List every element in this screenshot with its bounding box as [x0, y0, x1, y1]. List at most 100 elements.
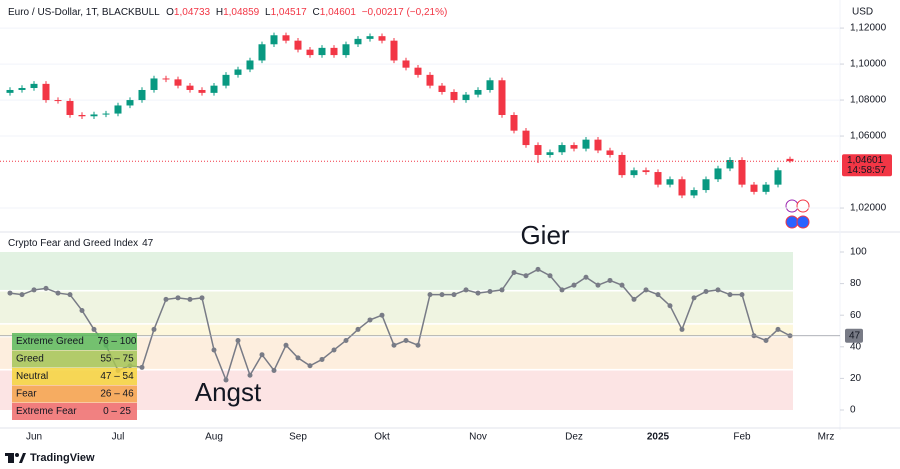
candle-body: [30, 83, 38, 89]
legend-name: Extreme Greed: [16, 336, 84, 347]
y-tick-label: 100: [850, 247, 867, 258]
candle-body: [138, 89, 146, 101]
index-point: [139, 364, 145, 370]
index-point: [631, 296, 637, 302]
candle-body: [690, 190, 698, 196]
index-point: [739, 292, 745, 298]
candle-body: [702, 179, 710, 191]
index-point: [319, 356, 325, 362]
y-tick-label: 40: [850, 341, 862, 352]
x-tick-label: Jun: [26, 432, 42, 443]
index-point: [31, 287, 37, 293]
index-point: [271, 368, 277, 373]
index-point: [355, 326, 361, 332]
candle-body: [126, 100, 134, 106]
index-point: [151, 326, 157, 332]
candle-body: [258, 44, 266, 61]
symbol: Euro / US-Dollar, 1T, BLACKBULL: [8, 7, 160, 18]
indicator-title: Crypto Fear and Greed Index 47: [8, 238, 154, 249]
candle-body: [738, 159, 746, 185]
y-tick-label: 60: [850, 310, 862, 321]
candle-body: [774, 170, 782, 185]
candle-body: [162, 78, 170, 80]
candle-body: [594, 139, 602, 151]
index-point: [343, 337, 349, 343]
icon: [796, 199, 810, 213]
candle-body: [414, 67, 422, 75]
ohlc-value: 1,04733: [174, 7, 211, 18]
index-point: [595, 282, 601, 288]
x-tick-label: 2025: [647, 432, 670, 443]
index-point: [91, 326, 97, 332]
candle-body: [6, 89, 14, 93]
index-point: [307, 363, 313, 369]
index-point: [331, 347, 337, 353]
index-point: [367, 317, 373, 323]
index-point: [403, 337, 409, 343]
x-tick-label: Mrz: [818, 432, 835, 443]
index-point: [499, 287, 505, 293]
x-tick-label: Dez: [565, 432, 583, 443]
index-point: [475, 290, 481, 296]
index-point: [571, 282, 577, 288]
candle-body: [546, 152, 554, 155]
legend-range: 47 – 54: [100, 371, 134, 382]
candle-body: [42, 83, 50, 101]
index-point: [439, 292, 445, 298]
candle-body: [642, 170, 650, 173]
ohlc-key: L: [265, 7, 271, 18]
index-point: [763, 337, 769, 343]
legend-range: 26 – 46: [100, 389, 134, 400]
candle-body: [66, 100, 74, 115]
candle-body: [222, 74, 230, 86]
legend-range: 55 – 75: [100, 354, 134, 365]
candle-body: [510, 115, 518, 131]
candle-body: [270, 35, 278, 45]
legend-row: [12, 333, 137, 350]
candle-body: [438, 85, 446, 92]
y-tick-label: 0: [850, 405, 856, 416]
ohlc-value: 1,04517: [271, 7, 308, 18]
index-point: [655, 292, 661, 298]
candle-body: [630, 170, 638, 176]
change: −0,00217 (−0,21%): [362, 7, 448, 18]
indicator-name: Crypto Fear and Greed Index: [8, 238, 138, 249]
legend-row: [12, 385, 137, 403]
ohlc-key: H: [216, 7, 223, 18]
candle-body: [498, 80, 506, 115]
candle-body: [342, 44, 350, 56]
ohlc-value: 1,04601: [320, 7, 357, 18]
candle-body: [726, 159, 734, 169]
index-point: [775, 326, 781, 332]
index-point: [643, 287, 649, 293]
zone-band: [0, 252, 793, 290]
currency: USD: [852, 7, 873, 18]
annotation: Gier: [520, 220, 569, 250]
index-point: [55, 290, 61, 296]
index-point: [67, 292, 73, 298]
candle-body: [750, 184, 758, 192]
index-point: [163, 296, 169, 302]
index-point: [679, 326, 685, 332]
index-point: [427, 292, 433, 298]
indicator-value: 47: [142, 238, 154, 249]
index-point: [175, 295, 181, 301]
y-tick-label: 80: [850, 278, 862, 289]
candle-body: [210, 85, 218, 93]
candle-body: [54, 100, 62, 102]
index-point: [235, 337, 241, 343]
index-point: [619, 282, 625, 288]
icon: [785, 215, 799, 229]
index-point: [415, 342, 421, 348]
index-point: [79, 307, 85, 313]
x-tick-label: Jul: [112, 432, 125, 443]
index-point: [487, 289, 493, 294]
zone-band: [0, 324, 793, 336]
candle-body: [474, 89, 482, 95]
candle-body: [378, 36, 386, 41]
x-tick-label: Nov: [469, 432, 487, 443]
countdown: 14:58:57: [847, 165, 886, 176]
candle-body: [366, 36, 374, 39]
candle-body: [78, 115, 86, 117]
